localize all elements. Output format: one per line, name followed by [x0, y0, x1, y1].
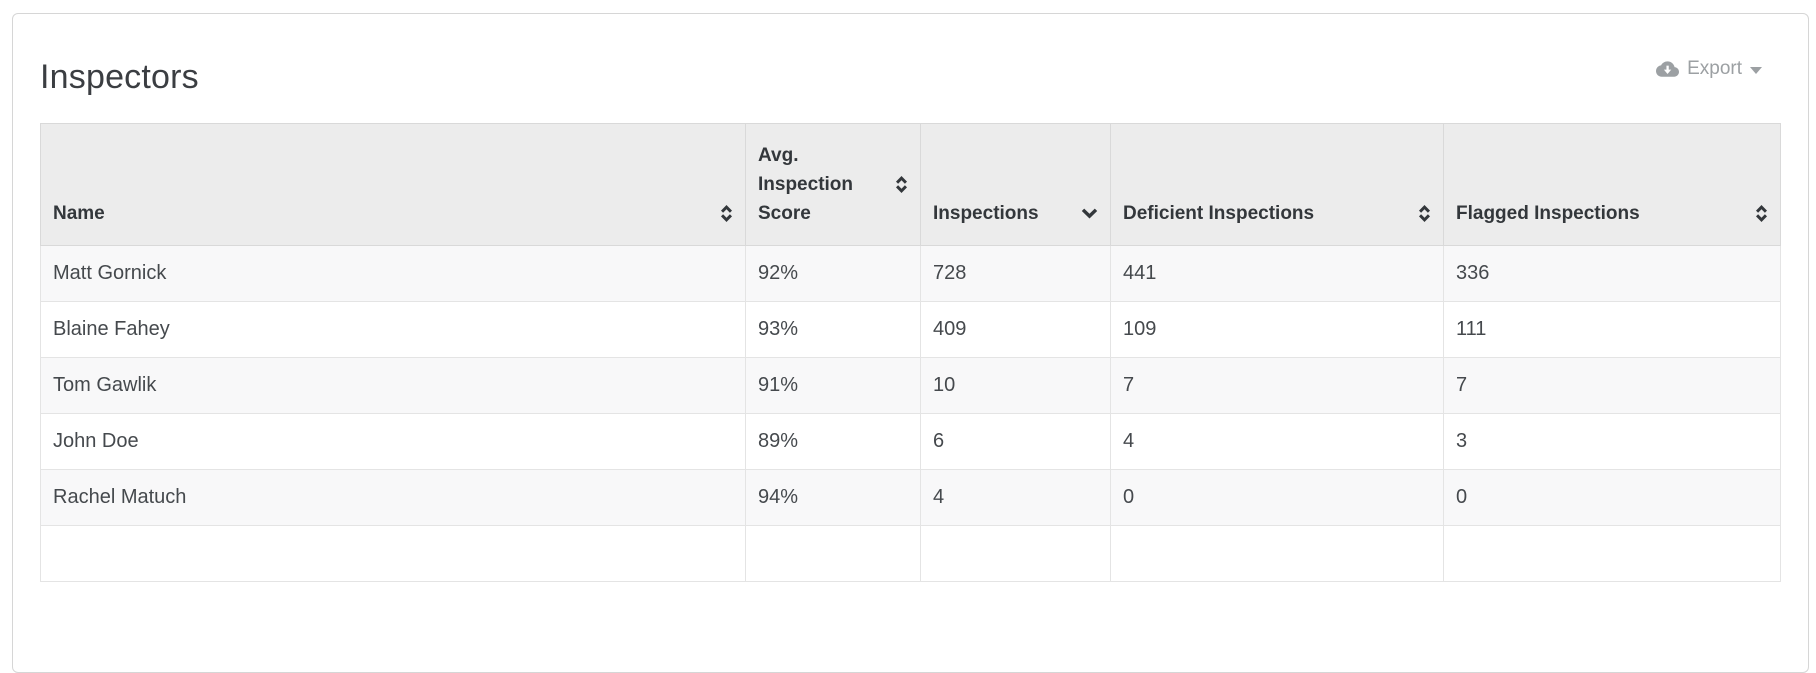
- cell-empty: [40, 525, 746, 582]
- cell-name: Tom Gawlik: [40, 357, 746, 414]
- sort-descending-icon: [1081, 208, 1098, 219]
- cell-inspections: 6: [920, 413, 1111, 470]
- column-header-inspections[interactable]: Inspections: [920, 123, 1111, 246]
- cell-inspections: 10: [920, 357, 1111, 414]
- cell-inspections: 728: [920, 245, 1111, 302]
- page-title: Inspectors: [40, 58, 199, 96]
- cell-empty: [920, 525, 1111, 582]
- header-row: Name Avg. Inspection Score: [40, 123, 1781, 246]
- table-body: Matt Gornick 92% 728 441 336 Blaine Fahe…: [40, 245, 1781, 582]
- column-label: Deficient Inspections: [1123, 203, 1315, 224]
- cell-deficient-inspections: 109: [1110, 301, 1444, 358]
- cell-name: Matt Gornick: [40, 245, 746, 302]
- cell-deficient-inspections: 4: [1110, 413, 1444, 470]
- table-row: Rachel Matuch 94% 4 0 0: [40, 469, 1781, 526]
- cell-name: Rachel Matuch: [40, 469, 746, 526]
- cell-avg-inspection-score: 92%: [745, 245, 921, 302]
- cell-flagged-inspections: 111: [1443, 301, 1781, 358]
- cell-flagged-inspections: 336: [1443, 245, 1781, 302]
- cell-deficient-inspections: 441: [1110, 245, 1444, 302]
- column-header-avg-inspection-score[interactable]: Avg. Inspection Score: [745, 123, 921, 246]
- cell-inspections: 409: [920, 301, 1111, 358]
- column-header-name[interactable]: Name: [40, 123, 746, 246]
- partial-row: [40, 525, 1781, 582]
- cell-inspections: 4: [920, 469, 1111, 526]
- inspectors-table: Name Avg. Inspection Score: [40, 123, 1781, 582]
- inspectors-card: Export Inspectors Name: [12, 13, 1809, 673]
- cell-flagged-inspections: 0: [1443, 469, 1781, 526]
- cell-empty: [1110, 525, 1444, 582]
- column-header-deficient-inspections[interactable]: Deficient Inspections: [1110, 123, 1444, 246]
- column-header-flagged-inspections[interactable]: Flagged Inspections: [1443, 123, 1781, 246]
- column-label: Inspections: [933, 203, 1039, 224]
- table-row: John Doe 89% 6 4 3: [40, 413, 1781, 470]
- caret-down-icon: [1750, 66, 1762, 74]
- cell-flagged-inspections: 3: [1443, 413, 1781, 470]
- cell-flagged-inspections: 7: [1443, 357, 1781, 414]
- sort-icon: [1756, 205, 1767, 222]
- sort-icon: [896, 176, 907, 193]
- column-label: Name: [53, 203, 105, 224]
- cell-avg-inspection-score: 94%: [745, 469, 921, 526]
- cell-name: Blaine Fahey: [40, 301, 746, 358]
- table-row: Blaine Fahey 93% 409 109 111: [40, 301, 1781, 358]
- cell-deficient-inspections: 0: [1110, 469, 1444, 526]
- export-button[interactable]: Export: [1656, 58, 1762, 80]
- sort-icon: [1419, 205, 1430, 222]
- table-row: Tom Gawlik 91% 10 7 7: [40, 357, 1781, 414]
- sort-icon: [721, 205, 732, 222]
- cell-empty: [745, 525, 921, 582]
- cell-empty: [1443, 525, 1781, 582]
- cell-avg-inspection-score: 89%: [745, 413, 921, 470]
- cell-deficient-inspections: 7: [1110, 357, 1444, 414]
- cloud-download-icon: [1656, 60, 1680, 77]
- cell-name: John Doe: [40, 413, 746, 470]
- export-label: Export: [1687, 58, 1742, 79]
- cell-avg-inspection-score: 93%: [745, 301, 921, 358]
- table-row: Matt Gornick 92% 728 441 336: [40, 245, 1781, 302]
- column-label: Avg. Inspection Score: [758, 145, 854, 224]
- column-label: Flagged Inspections: [1456, 203, 1640, 224]
- cell-avg-inspection-score: 91%: [745, 357, 921, 414]
